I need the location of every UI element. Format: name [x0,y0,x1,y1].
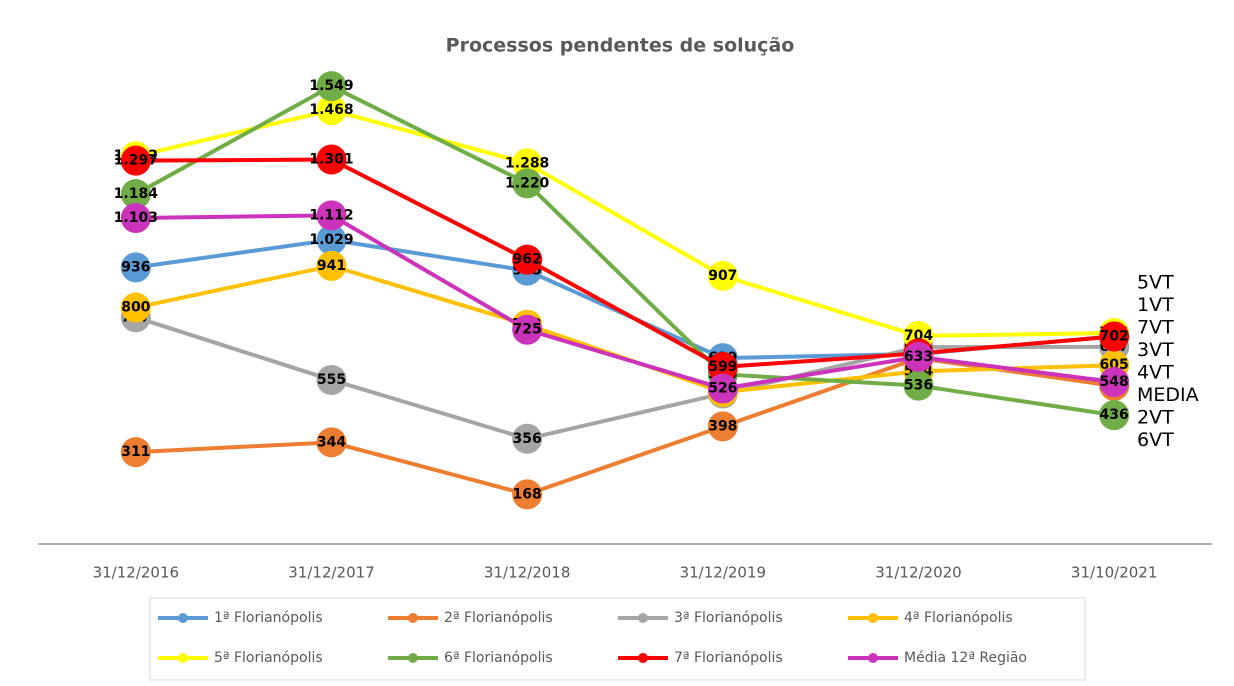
data-label: 1.301 [309,151,353,167]
data-label: 436 [1100,407,1129,423]
data-label: 526 [708,381,737,397]
x-tick-label: 31/12/2016 [93,564,179,582]
data-label: 536 [904,378,933,394]
legend-marker [868,613,878,623]
legend-marker [178,653,188,663]
marker [707,351,738,382]
legend-box [149,597,1086,681]
marker [512,244,543,275]
data-label: 1.103 [114,210,158,226]
end-label: 6VT [1137,429,1174,451]
marker [120,292,151,323]
marker [316,71,347,102]
data-label: 1.220 [505,175,550,191]
marker [316,224,347,255]
data-label: 1.468 [309,102,353,118]
x-tick-label: 31/10/2021 [1071,564,1157,582]
marker [512,314,543,345]
marker [512,168,543,199]
marker [1099,321,1130,352]
series-line [135,108,1115,338]
marker [316,95,347,126]
data-label: 1.297 [114,153,158,169]
legend-marker [638,613,648,623]
marker [120,203,151,234]
marker [512,479,543,510]
marker [1099,367,1130,398]
marker [316,144,347,175]
marker [707,260,738,291]
data-label: 168 [513,486,542,502]
legend-marker [408,613,418,623]
data-label: 1.112 [309,207,353,223]
x-tick-label: 31/12/2017 [288,564,374,582]
data-label: 1.288 [505,155,549,171]
data-label: 311 [121,444,150,460]
x-tick-label: 31/12/2020 [875,564,961,582]
series-line [135,157,1115,369]
end-label: 3VT [1137,339,1174,361]
chart-title: Processos pendentes de solução [446,35,795,57]
data-label: 1.549 [309,78,353,94]
data-label: 633 [904,349,933,365]
data-label: 704 [904,328,933,344]
end-label: 1VT [1137,294,1174,316]
end-label: 2VT [1137,407,1174,429]
marker [1099,400,1130,431]
marker [903,370,934,401]
legend-label: 2ª Florianópolis [444,610,553,626]
series-line [134,83,1115,418]
data-label: 725 [513,322,542,338]
series-line [135,315,1115,441]
marker [512,423,543,454]
marker [120,437,151,468]
data-label: 548 [1100,374,1129,390]
x-tick-label: 31/12/2018 [484,564,570,582]
data-label: 344 [317,434,346,450]
data-label: 907 [708,268,737,284]
marker [903,341,934,372]
marker [316,364,347,395]
marker [316,200,347,231]
legend-marker [408,653,418,663]
data-label: 555 [317,372,346,388]
end-label: 4VT [1137,362,1174,384]
legend-marker [178,613,188,623]
data-label: 398 [708,418,737,434]
end-label: 5VT [1137,272,1174,294]
data-label: 936 [121,259,150,275]
marker [316,427,347,458]
data-label: 356 [513,431,542,447]
end-label: 7VT [1137,317,1174,339]
marker [120,179,151,210]
legend-marker [638,653,648,663]
data-label: 1.029 [309,232,353,248]
legend-marker [868,653,878,663]
legend-label: 4ª Florianópolis [904,610,1013,626]
data-label: 1.184 [114,186,159,202]
legend-label: 3ª Florianópolis [674,610,783,626]
marker [120,252,151,283]
data-label: 599 [708,359,737,375]
legend-label: Média 12ª Região [904,650,1027,666]
x-tick-label: 31/12/2019 [680,564,766,582]
series-line [135,213,1115,391]
marker [707,373,738,404]
end-label: MEDIA [1137,384,1199,406]
legend-label: 5ª Florianópolis [214,650,323,666]
data-label: 702 [1100,329,1129,345]
legend-label: 1ª Florianópolis [214,610,323,626]
marker [707,411,738,442]
legend-label: 6ª Florianópolis [444,650,553,666]
legend-label: 7ª Florianópolis [674,650,783,666]
marker [120,145,151,176]
data-label: 941 [317,258,346,274]
data-label: 962 [513,252,542,268]
marker [316,250,347,281]
data-label: 800 [121,300,150,316]
